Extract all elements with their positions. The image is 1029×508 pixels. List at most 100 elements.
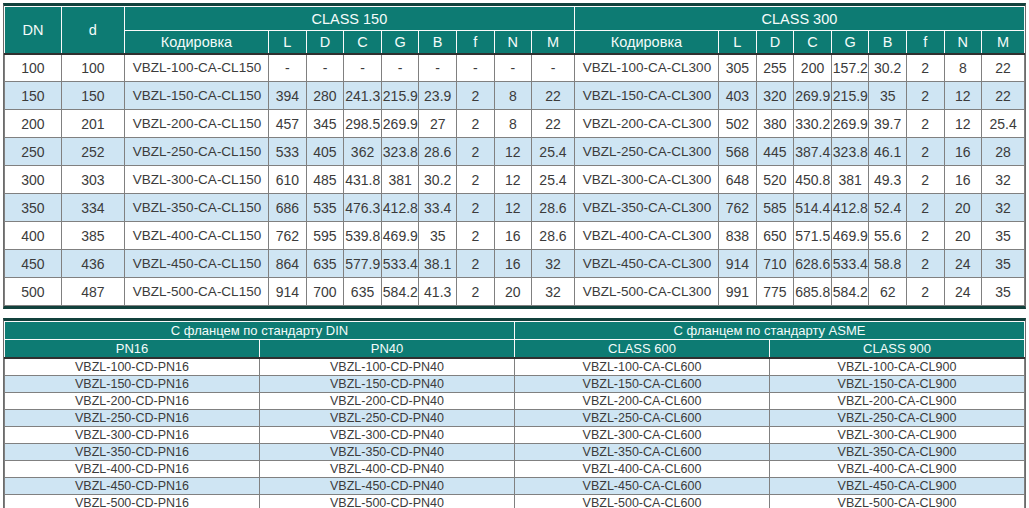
value-cell: 300	[5, 166, 62, 194]
column-header-G: G	[831, 31, 869, 54]
value-cell: 2	[456, 138, 494, 166]
value-cell: 22	[532, 110, 575, 138]
dimensions-table-body: 100100VBZL-100-CA-CL150--------VBZL-100-…	[5, 54, 1025, 306]
value-cell: 25.4	[532, 166, 575, 194]
value-cell: VBZL-100-CA-CL600	[515, 358, 770, 376]
value-cell: 584.2	[831, 278, 869, 306]
value-cell: 250	[5, 138, 62, 166]
value-cell: 838	[719, 222, 757, 250]
column-header-B: B	[419, 31, 457, 54]
value-cell: 32	[982, 166, 1025, 194]
value-cell: 650	[756, 222, 794, 250]
value-cell: VBZL-350-CD-PN40	[260, 444, 515, 461]
value-cell: -	[532, 54, 575, 82]
table-row: 350334VBZL-350-CA-CL150686535476.3412.83…	[5, 194, 1025, 222]
table-row: VBZL-500-CD-PN16VBZL-500-CD-PN40VBZL-500…	[5, 495, 1025, 508]
value-cell: 381	[831, 166, 869, 194]
value-cell: 487	[61, 278, 124, 306]
value-cell: -	[456, 54, 494, 82]
value-cell: 22	[982, 82, 1025, 110]
value-cell: 32	[982, 194, 1025, 222]
value-cell: VBZL-150-CD-PN16	[5, 376, 260, 393]
code-cell: VBZL-450-CA-CL150	[124, 250, 268, 278]
value-cell: VBZL-400-CD-PN40	[260, 461, 515, 478]
value-cell: 150	[5, 82, 62, 110]
table-row: 150150VBZL-150-CA-CL150394280241.3215.92…	[5, 82, 1025, 110]
value-cell: VBZL-500-CA-CL900	[770, 495, 1025, 508]
flange-codes-table: С фланцем по стандарту DIN С фланцем по …	[4, 321, 1025, 508]
value-cell: 2	[906, 222, 944, 250]
code-cell: VBZL-100-CA-CL150	[124, 54, 268, 82]
value-cell: 595	[306, 222, 344, 250]
value-cell: 403	[719, 82, 757, 110]
value-cell: VBZL-500-CD-PN40	[260, 495, 515, 508]
value-cell: 8	[494, 82, 532, 110]
value-cell: 52.4	[869, 194, 907, 222]
value-cell: 38.1	[419, 250, 457, 278]
value-cell: 2	[456, 166, 494, 194]
table-row: VBZL-150-CD-PN16VBZL-150-CD-PN40VBZL-150…	[5, 376, 1025, 393]
code-cell: VBZL-250-CA-CL150	[124, 138, 268, 166]
column-header-L: L	[269, 31, 307, 54]
value-cell: 20	[494, 278, 532, 306]
table-row: VBZL-400-CD-PN16VBZL-400-CD-PN40VBZL-400…	[5, 461, 1025, 478]
value-cell: 2	[456, 222, 494, 250]
value-cell: 485	[306, 166, 344, 194]
group-header-row: С фланцем по стандарту DIN С фланцем по …	[5, 322, 1025, 340]
value-cell: 28.6	[419, 138, 457, 166]
value-cell: VBZL-400-CD-PN16	[5, 461, 260, 478]
value-cell: 450	[5, 250, 62, 278]
value-cell: 400	[5, 222, 62, 250]
value-cell: 2	[906, 166, 944, 194]
flange-codes-table-header: С фланцем по стандарту DIN С фланцем по …	[5, 322, 1025, 359]
value-cell: 12	[494, 166, 532, 194]
value-cell: -	[381, 54, 419, 82]
column-header-D: D	[756, 31, 794, 54]
value-cell: VBZL-100-CD-PN40	[260, 358, 515, 376]
value-cell: 864	[269, 250, 307, 278]
value-cell: 436	[61, 250, 124, 278]
value-cell: -	[494, 54, 532, 82]
value-cell: 27	[419, 110, 457, 138]
value-cell: 380	[756, 110, 794, 138]
value-cell: VBZL-450-CA-CL600	[515, 478, 770, 495]
code-cell: VBZL-350-CA-CL300	[574, 194, 718, 222]
value-cell: 28	[982, 138, 1025, 166]
value-cell: VBZL-450-CD-PN16	[5, 478, 260, 495]
value-cell: VBZL-150-CA-CL900	[770, 376, 1025, 393]
value-cell: -	[344, 54, 382, 82]
value-cell: 533	[269, 138, 307, 166]
column-header-f: f	[906, 31, 944, 54]
code-cell: VBZL-400-CA-CL150	[124, 222, 268, 250]
code-cell: VBZL-450-CA-CL300	[574, 250, 718, 278]
value-cell: 269.9	[831, 110, 869, 138]
value-cell: 914	[269, 278, 307, 306]
value-cell: 35	[869, 82, 907, 110]
value-cell: 628.6	[794, 250, 832, 278]
column-header-B: B	[869, 31, 907, 54]
value-cell: 686	[269, 194, 307, 222]
value-cell: 241.3	[344, 82, 382, 110]
table-row: 450436VBZL-450-CA-CL150864635577.9533.43…	[5, 250, 1025, 278]
value-cell: 20	[944, 222, 982, 250]
value-cell: 334	[61, 194, 124, 222]
column-header-G: G	[381, 31, 419, 54]
value-cell: 577.9	[344, 250, 382, 278]
value-cell: 200	[794, 54, 832, 82]
value-cell: 269.9	[381, 110, 419, 138]
value-cell: 323.8	[381, 138, 419, 166]
value-cell: 362	[344, 138, 382, 166]
value-cell: VBZL-350-CA-CL600	[515, 444, 770, 461]
value-cell: VBZL-450-CD-PN40	[260, 478, 515, 495]
value-cell: 201	[61, 110, 124, 138]
value-cell: 46.1	[869, 138, 907, 166]
column-header-D: D	[306, 31, 344, 54]
value-cell: 55.6	[869, 222, 907, 250]
value-cell: VBZL-200-CA-CL900	[770, 393, 1025, 410]
value-cell: 16	[944, 166, 982, 194]
flange-codes-table-frame: С фланцем по стандарту DIN С фланцем по …	[3, 318, 1026, 508]
value-cell: 469.9	[381, 222, 419, 250]
value-cell: 16	[494, 222, 532, 250]
dimensions-table: DN d CLASS 150 CLASS 300 Кодировка L D C…	[4, 6, 1025, 306]
value-cell: 2	[906, 278, 944, 306]
